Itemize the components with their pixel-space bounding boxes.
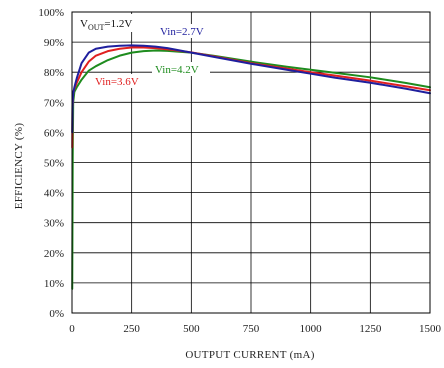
annotation-vin-3-6: Vin=3.6V	[92, 74, 146, 88]
condition-label-main: V	[80, 18, 88, 30]
y-tick-label: 100%	[38, 7, 64, 19]
annotation-vin-2-7-text: Vin=2.7V	[160, 26, 204, 38]
svg-text:VOUT=1.2V: VOUT=1.2V	[80, 18, 132, 32]
annotation-vin-4-2: Vin=4.2V	[152, 62, 210, 76]
y-axis-label: EFFICIENCY (%)	[13, 123, 25, 210]
y-tick-label: 0%	[49, 308, 64, 320]
condition-label-rest: =1.2V	[104, 18, 132, 30]
y-tick-label: 60%	[44, 127, 64, 139]
y-tick-label: 20%	[44, 248, 64, 260]
x-tick-label: 500	[183, 323, 200, 335]
y-tick-label: 30%	[44, 218, 64, 230]
x-tick-label: 1500	[419, 323, 442, 335]
y-tick-label: 70%	[44, 97, 64, 109]
x-tick-label: 0	[69, 323, 75, 335]
condition-label-sub: OUT	[88, 23, 105, 32]
condition-label: VOUT=1.2V	[76, 14, 138, 32]
y-tick-label: 40%	[44, 188, 64, 200]
y-tick-label: 50%	[44, 158, 64, 170]
annotation-vin-2-7: Vin=2.7V	[155, 24, 207, 38]
x-tick-label: 1000	[300, 323, 323, 335]
plot-frame	[71, 11, 431, 314]
x-tick-label: 250	[123, 323, 140, 335]
series-line-vin-4-2v	[71, 49, 431, 290]
y-tick-label: 80%	[44, 67, 64, 79]
x-tick-label: 750	[243, 323, 260, 335]
tick-labels: 0 250 500 750 1000 1250 1500 0% 10% 20% 30% 40% 50% 6…	[38, 7, 441, 335]
series-layer	[71, 44, 431, 290]
x-axis-label: OUTPUT CURRENT (mA)	[185, 349, 314, 361]
x-tick-label: 1250	[359, 323, 382, 335]
annotation-vin-4-2-text: Vin=4.2V	[155, 64, 199, 76]
y-tick-label: 10%	[44, 278, 64, 290]
y-tick-label: 90%	[44, 37, 64, 49]
series-line-vin-2-7v	[71, 44, 431, 134]
annotation-vin-3-6-text: Vin=3.6V	[95, 76, 139, 88]
